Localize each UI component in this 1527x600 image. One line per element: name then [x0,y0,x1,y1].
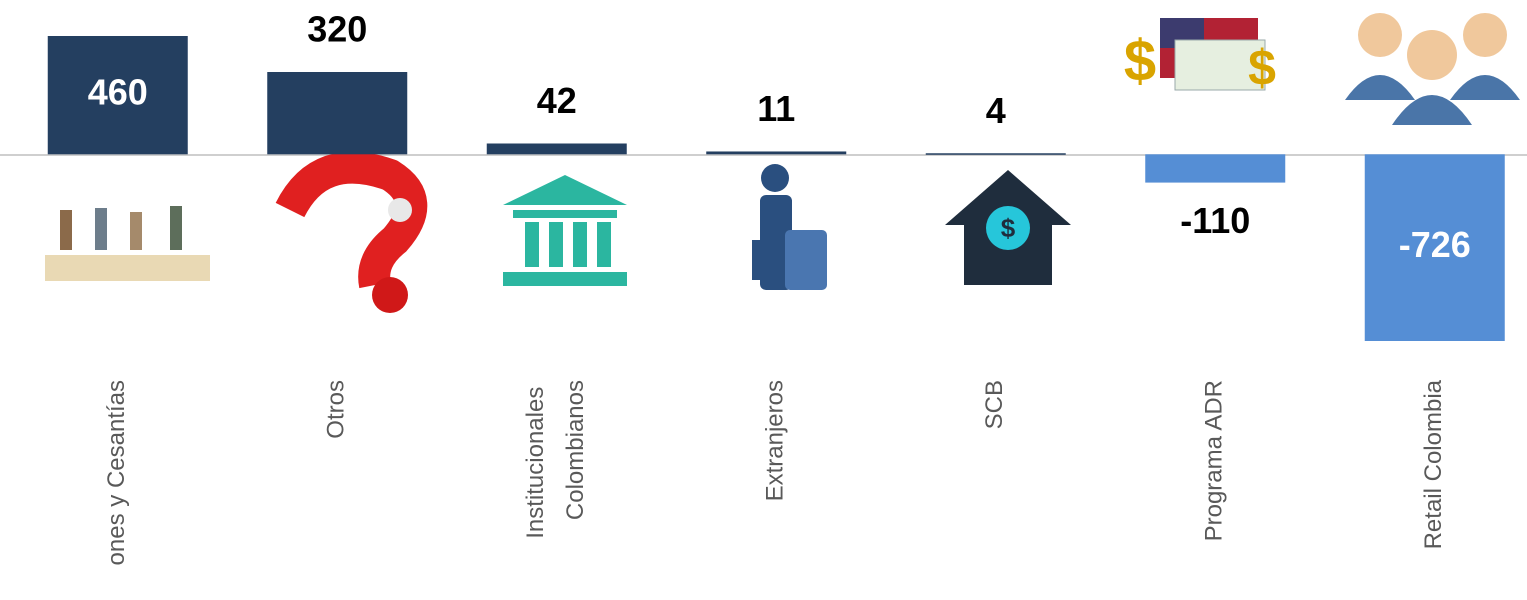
value-label: 460 [88,72,148,113]
icon-symbol: $ [1124,28,1156,93]
label-line: Colombianos [562,380,589,520]
icon-symbol: $ [1248,40,1276,96]
label-line: Institucionales [522,380,549,539]
icon-house: $ [945,170,1071,285]
bar [706,151,846,154]
icon-people [1345,13,1520,125]
value-label: 4 [986,90,1006,131]
x-tick-label: Institucionales Colombianos [522,380,589,539]
x-tick-label: ones y Cesantías [103,380,130,565]
x-tick-label: SCB [981,380,1008,429]
value-label: -110 [1180,200,1250,241]
icon-bank [503,175,627,286]
bar [267,72,407,154]
bar [926,153,1066,155]
x-tick-label: Otros [323,380,350,439]
x-tick-label: Retail Colombia [1420,379,1447,549]
icon-traveler [752,164,827,290]
icon-symbol: $ [1001,213,1016,243]
value-label: 11 [757,88,795,129]
icon-adr: $ $ [1124,18,1276,96]
icon-pension [45,206,210,281]
bar [487,143,627,154]
bar [1145,154,1285,182]
value-label: 320 [307,9,367,50]
x-tick-label: Extranjeros [762,380,789,501]
page: $ $ $ 460 ones y Cesantías 320 Otros 42 Insti… [0,0,1527,600]
value-label: 42 [537,80,577,121]
chart: $ $ $ 460 ones y Cesantías 320 Otros 42 Insti… [0,0,1527,600]
icon-question [290,168,412,313]
value-label: -726 [1399,224,1471,265]
x-tick-label: Programa ADR [1201,380,1228,541]
